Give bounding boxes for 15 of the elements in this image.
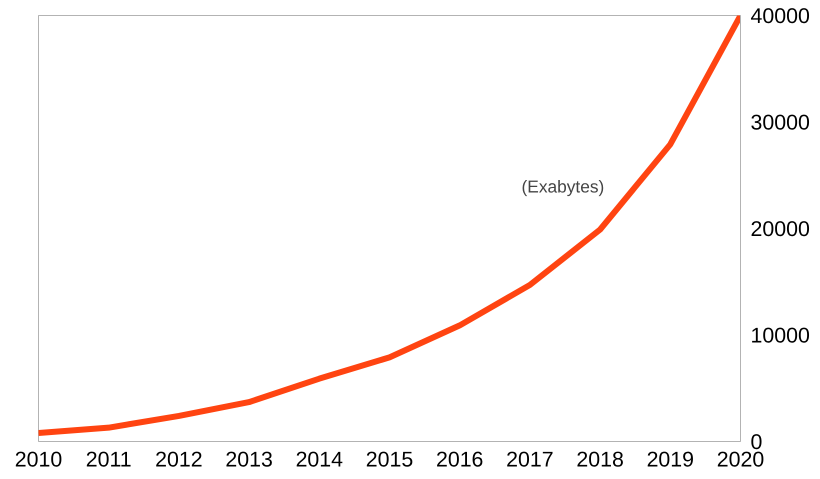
x-tick-label: 2011 <box>86 448 132 472</box>
y-tick-label: 40000 <box>750 4 810 28</box>
y-tick-label: 10000 <box>750 324 810 348</box>
x-tick-label: 2018 <box>576 448 624 472</box>
y-tick-label: 20000 <box>750 217 810 241</box>
x-tick-label: 2015 <box>366 448 414 472</box>
annotation: (Exabytes) <box>522 176 604 196</box>
x-tick-label: 2014 <box>296 448 344 472</box>
x-tick-label: 2016 <box>436 448 484 472</box>
y-tick-label: 30000 <box>750 110 810 134</box>
x-tick-label: 2012 <box>155 448 203 472</box>
x-tick-label: 2013 <box>225 448 273 472</box>
x-tick-label: 2017 <box>506 448 554 472</box>
x-tick-label: 2019 <box>646 448 694 472</box>
x-tick-label: 2010 <box>14 448 62 472</box>
